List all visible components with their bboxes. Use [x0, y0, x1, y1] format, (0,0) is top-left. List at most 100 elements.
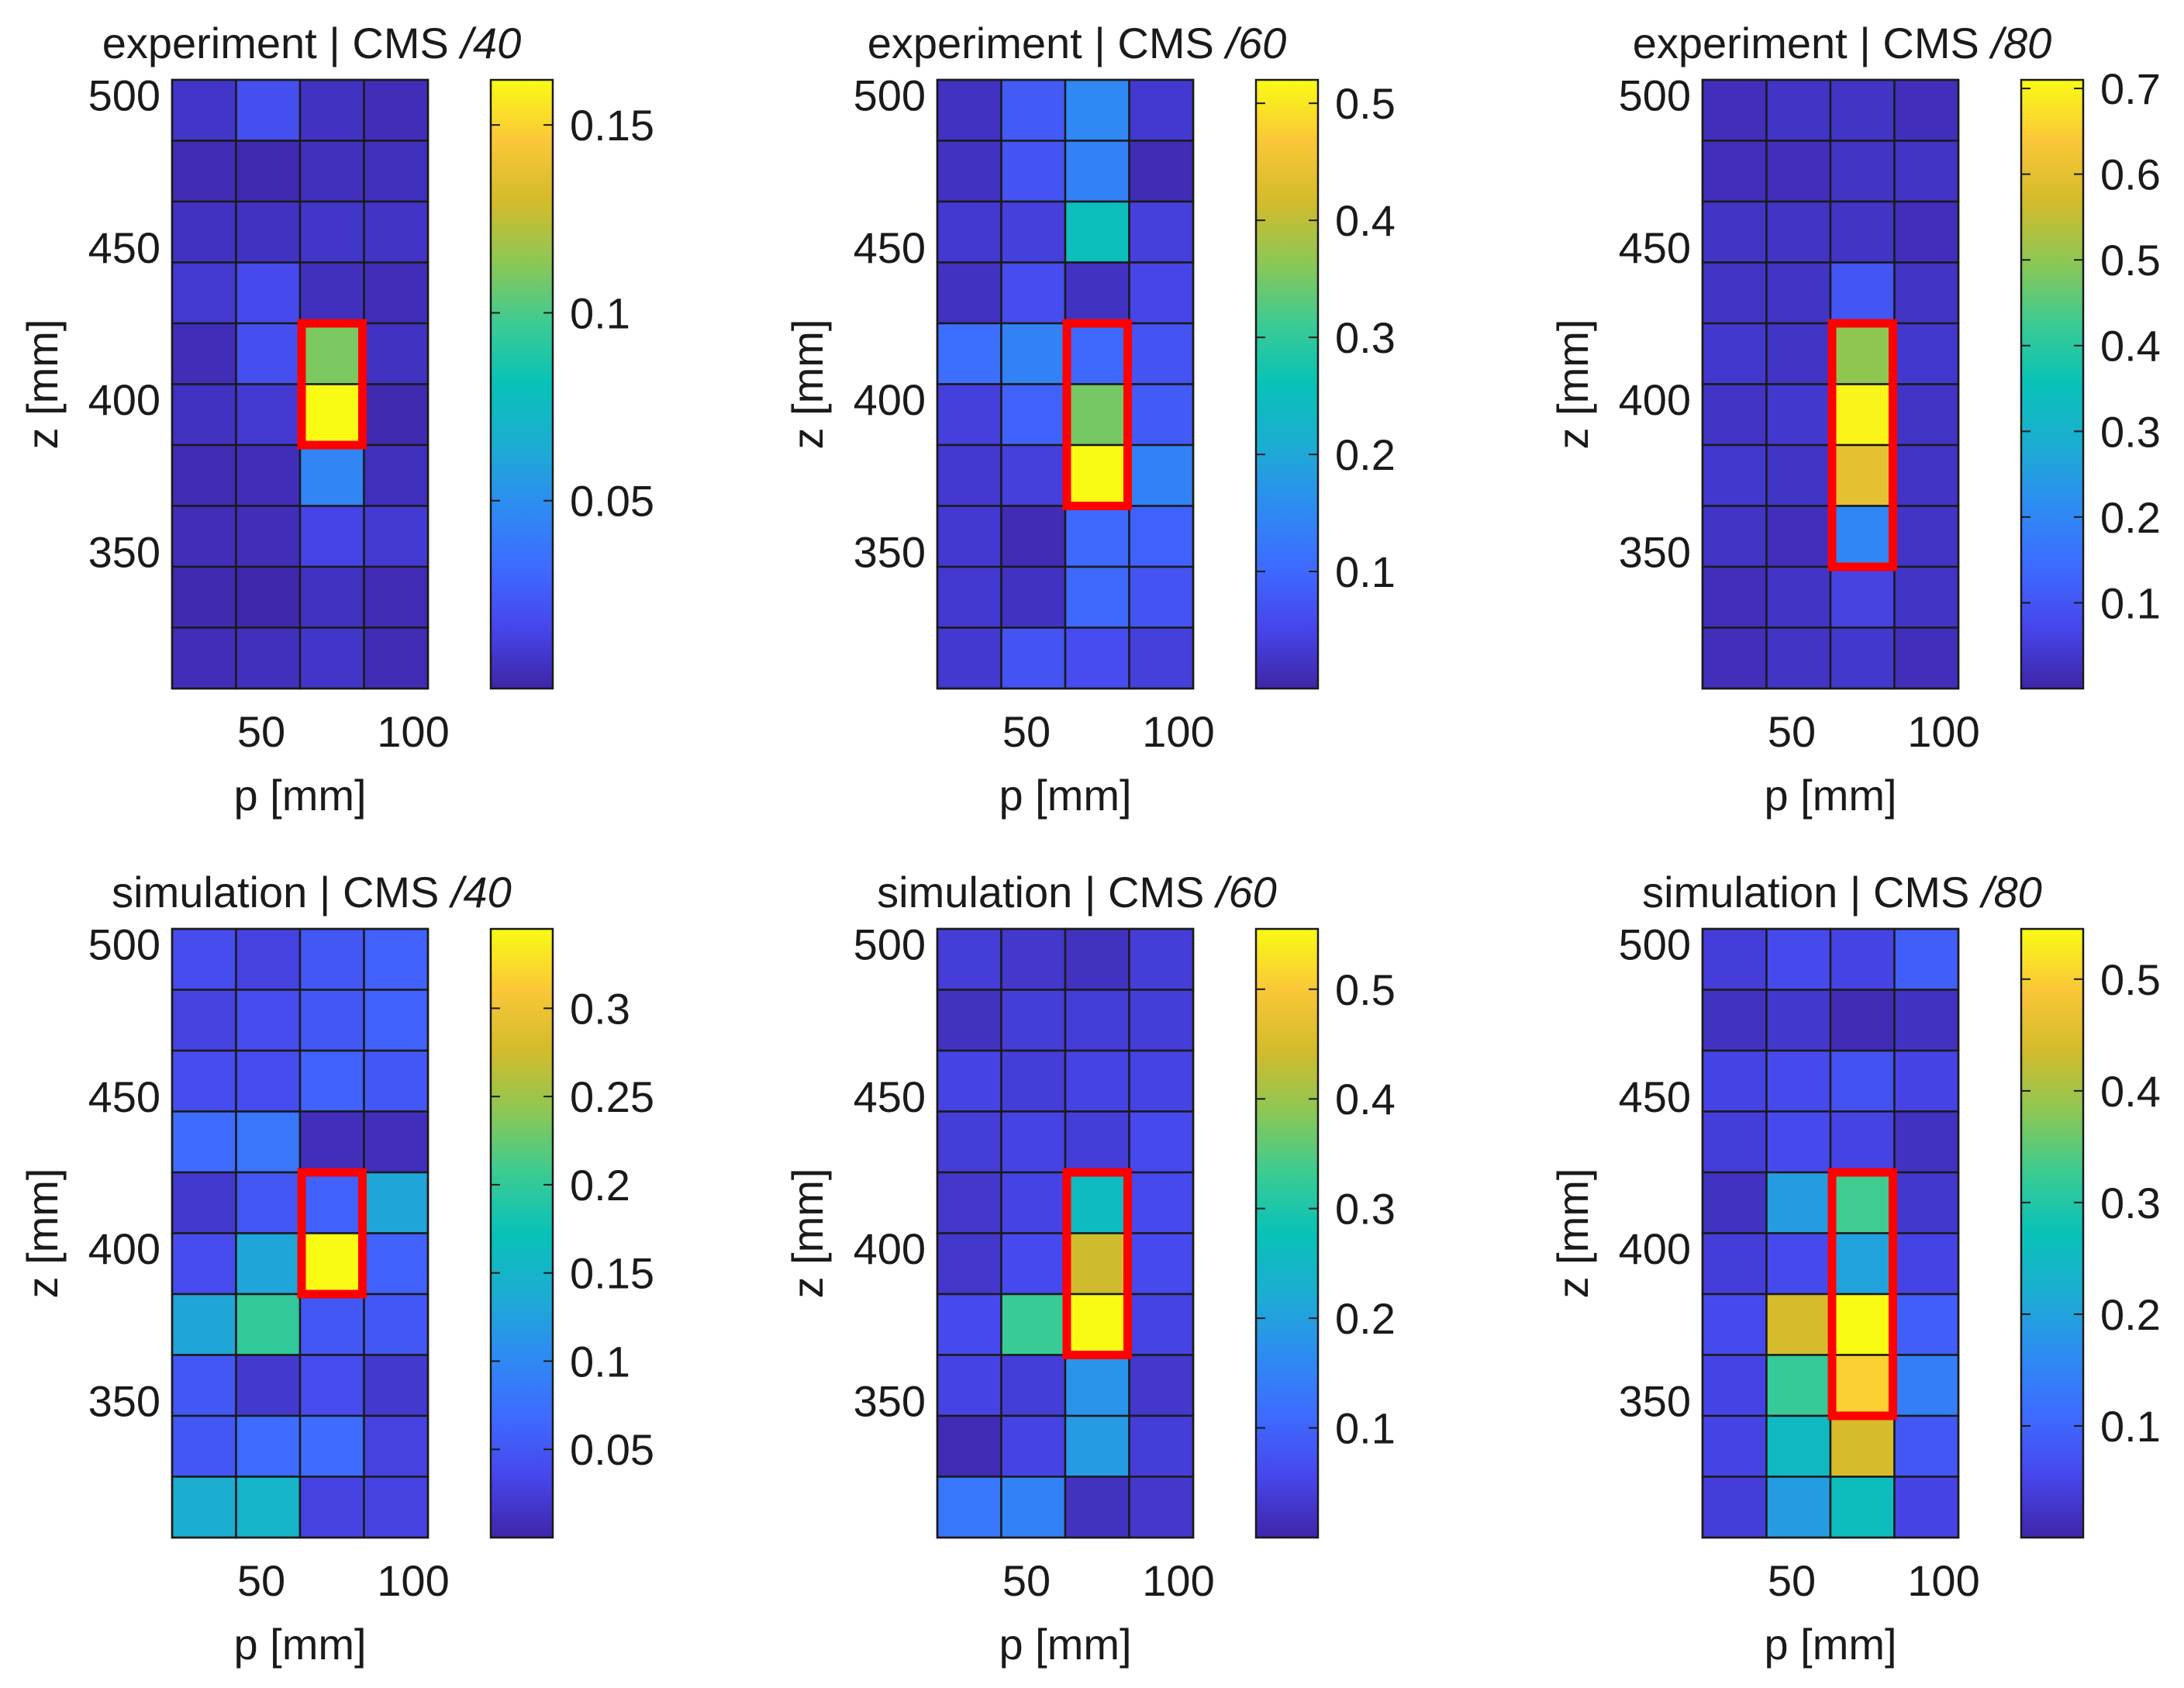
colorbar-tick-label: 0.4	[2100, 1067, 2161, 1116]
heatmap-cell	[235, 1110, 302, 1174]
heatmap-cell	[936, 989, 1002, 1052]
heatmap-cell	[1893, 1171, 1960, 1234]
colorbar-tick-label: 0.05	[570, 477, 654, 526]
colorbar-tick-label: 0.1	[1335, 1404, 1396, 1453]
heatmap-cell	[1765, 1354, 1832, 1417]
heatmap-cell	[298, 1354, 365, 1417]
heatmap-cell	[235, 989, 302, 1052]
heatmap-cell	[1893, 1293, 1960, 1356]
heatmap-cell	[363, 322, 430, 385]
heatmap-cell	[936, 78, 1002, 142]
heatmap-cell	[1829, 322, 1896, 385]
heatmap-cell	[171, 1414, 237, 1478]
chart-title-suffix: /80	[1988, 19, 2051, 67]
chart-title-text: experiment | CMS	[868, 19, 1227, 67]
heatmap-cell	[298, 1110, 365, 1174]
heatmap-cell	[1893, 1414, 1960, 1478]
heatmap-cell	[171, 927, 237, 991]
heatmap-cell	[1765, 140, 1832, 203]
heatmap-cell	[1829, 1171, 1896, 1234]
colorbar-tick-label: 0.5	[1335, 79, 1396, 128]
heatmap-cell	[1000, 261, 1067, 325]
heatmap-cell	[1893, 1354, 1960, 1417]
heatmap-cell	[1064, 1476, 1130, 1539]
y-axis-label: z [mm]	[18, 1168, 67, 1299]
heatmap-cell	[1829, 627, 1896, 690]
x-axis-label: p [mm]	[999, 771, 1131, 820]
y-tick-label: 500	[1619, 71, 1691, 120]
heatmap-cell	[363, 989, 430, 1052]
heatmap-cell	[1128, 261, 1195, 325]
heatmap-cell	[298, 200, 365, 264]
heatmap-cell	[1893, 1232, 1960, 1296]
heatmap-cell	[1000, 383, 1067, 447]
heatmap-cell	[363, 1110, 430, 1174]
heatmap-cell	[1128, 1414, 1195, 1478]
x-tick-label: 100	[1907, 707, 1979, 756]
heatmap-cell	[1000, 1171, 1067, 1234]
highlight-box	[297, 319, 367, 450]
heatmap-cell	[936, 1110, 1002, 1174]
heatmap-cell	[298, 322, 365, 385]
heatmap-cell	[1128, 444, 1195, 507]
y-tick-label: 350	[1619, 1376, 1691, 1425]
chart-title: experiment | CMS /80	[1633, 19, 2052, 67]
heatmap-cell	[171, 140, 237, 203]
heatmap-cell	[1765, 322, 1832, 385]
heatmap-cell	[1765, 200, 1832, 264]
chart-title: simulation | CMS /40	[112, 868, 512, 916]
colorbar-tick-label: 0.4	[1335, 1075, 1396, 1124]
heatmap-cell	[363, 261, 430, 325]
colorbar-tick-label: 0.1	[2100, 1402, 2161, 1451]
heatmap-cell	[1000, 989, 1067, 1052]
chart-title-text: simulation | CMS	[877, 868, 1216, 916]
x-tick-label: 100	[1907, 1556, 1979, 1605]
heatmap-cell	[1000, 627, 1067, 690]
heatmap-cell	[1128, 1171, 1195, 1234]
heatmap-cell	[1893, 565, 1960, 629]
highlight-box	[297, 1168, 367, 1299]
heatmap-cell	[1701, 505, 1768, 568]
heatmap-cell	[1064, 200, 1130, 264]
colorbar-tick-label: 0.3	[570, 984, 630, 1033]
heatmap-cell	[171, 1232, 237, 1296]
heatmap-cell	[1701, 927, 1768, 991]
heatmap-cell	[1765, 989, 1832, 1052]
heatmap-cell	[363, 78, 430, 142]
heatmap-cell	[1765, 1110, 1832, 1174]
heatmap-cell	[235, 444, 302, 507]
heatmap-cell	[171, 1354, 237, 1417]
y-tick-label: 350	[88, 527, 160, 576]
heatmap-cell	[1128, 140, 1195, 203]
heatmap-cell	[1701, 989, 1768, 1052]
heatmap-cell	[1765, 627, 1832, 690]
heatmap-cell	[171, 200, 237, 264]
heatmap-cell	[1701, 261, 1768, 325]
plot-frame	[1701, 927, 1960, 1539]
heatmap-cell	[1893, 322, 1960, 385]
heatmap-cell	[1000, 140, 1067, 203]
heatmap-cell	[363, 1232, 430, 1296]
heatmap-cell	[1893, 200, 1960, 264]
heatmap-cell	[363, 444, 430, 507]
heatmap-cell	[1701, 383, 1768, 447]
heatmap-cell	[1064, 1354, 1130, 1417]
heatmap-cell	[171, 627, 237, 690]
heatmap-cell	[1128, 989, 1195, 1052]
plot-frame	[171, 78, 430, 690]
heatmap-cell	[1128, 505, 1195, 568]
heatmap-cell	[298, 565, 365, 629]
heatmap-cell	[298, 505, 365, 568]
heatmap-cell	[1893, 444, 1960, 507]
heatmap-cell	[1064, 261, 1130, 325]
heatmap-cell	[363, 383, 430, 447]
heatmap-cell	[1893, 140, 1960, 203]
x-axis-label: p [mm]	[233, 1620, 366, 1669]
x-tick-label: 100	[377, 1556, 449, 1605]
heatmap-cell	[1701, 140, 1768, 203]
heatmap-cell	[1128, 927, 1195, 991]
colorbar-tick-label: 0.1	[1335, 547, 1396, 596]
